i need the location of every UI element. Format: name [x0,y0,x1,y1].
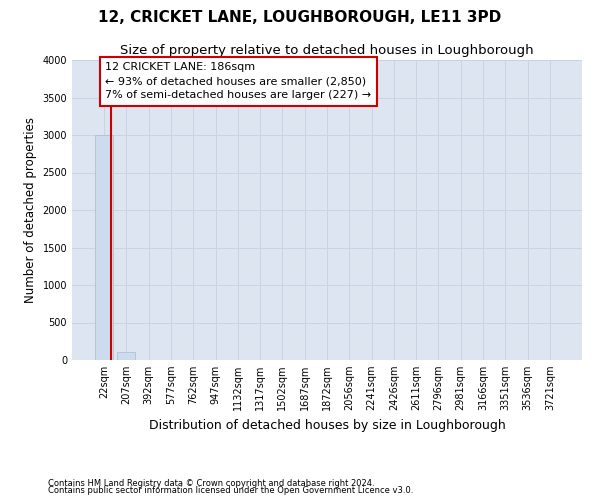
Text: 12 CRICKET LANE: 186sqm
← 93% of detached houses are smaller (2,850)
7% of semi-: 12 CRICKET LANE: 186sqm ← 93% of detache… [105,62,371,100]
Text: 12, CRICKET LANE, LOUGHBOROUGH, LE11 3PD: 12, CRICKET LANE, LOUGHBOROUGH, LE11 3PD [98,10,502,25]
Title: Size of property relative to detached houses in Loughborough: Size of property relative to detached ho… [120,44,534,58]
X-axis label: Distribution of detached houses by size in Loughborough: Distribution of detached houses by size … [149,418,505,432]
Text: Contains public sector information licensed under the Open Government Licence v3: Contains public sector information licen… [48,486,413,495]
Y-axis label: Number of detached properties: Number of detached properties [24,117,37,303]
Text: Contains HM Land Registry data © Crown copyright and database right 2024.: Contains HM Land Registry data © Crown c… [48,478,374,488]
Bar [95,135,113,360]
Bar [118,352,136,360]
